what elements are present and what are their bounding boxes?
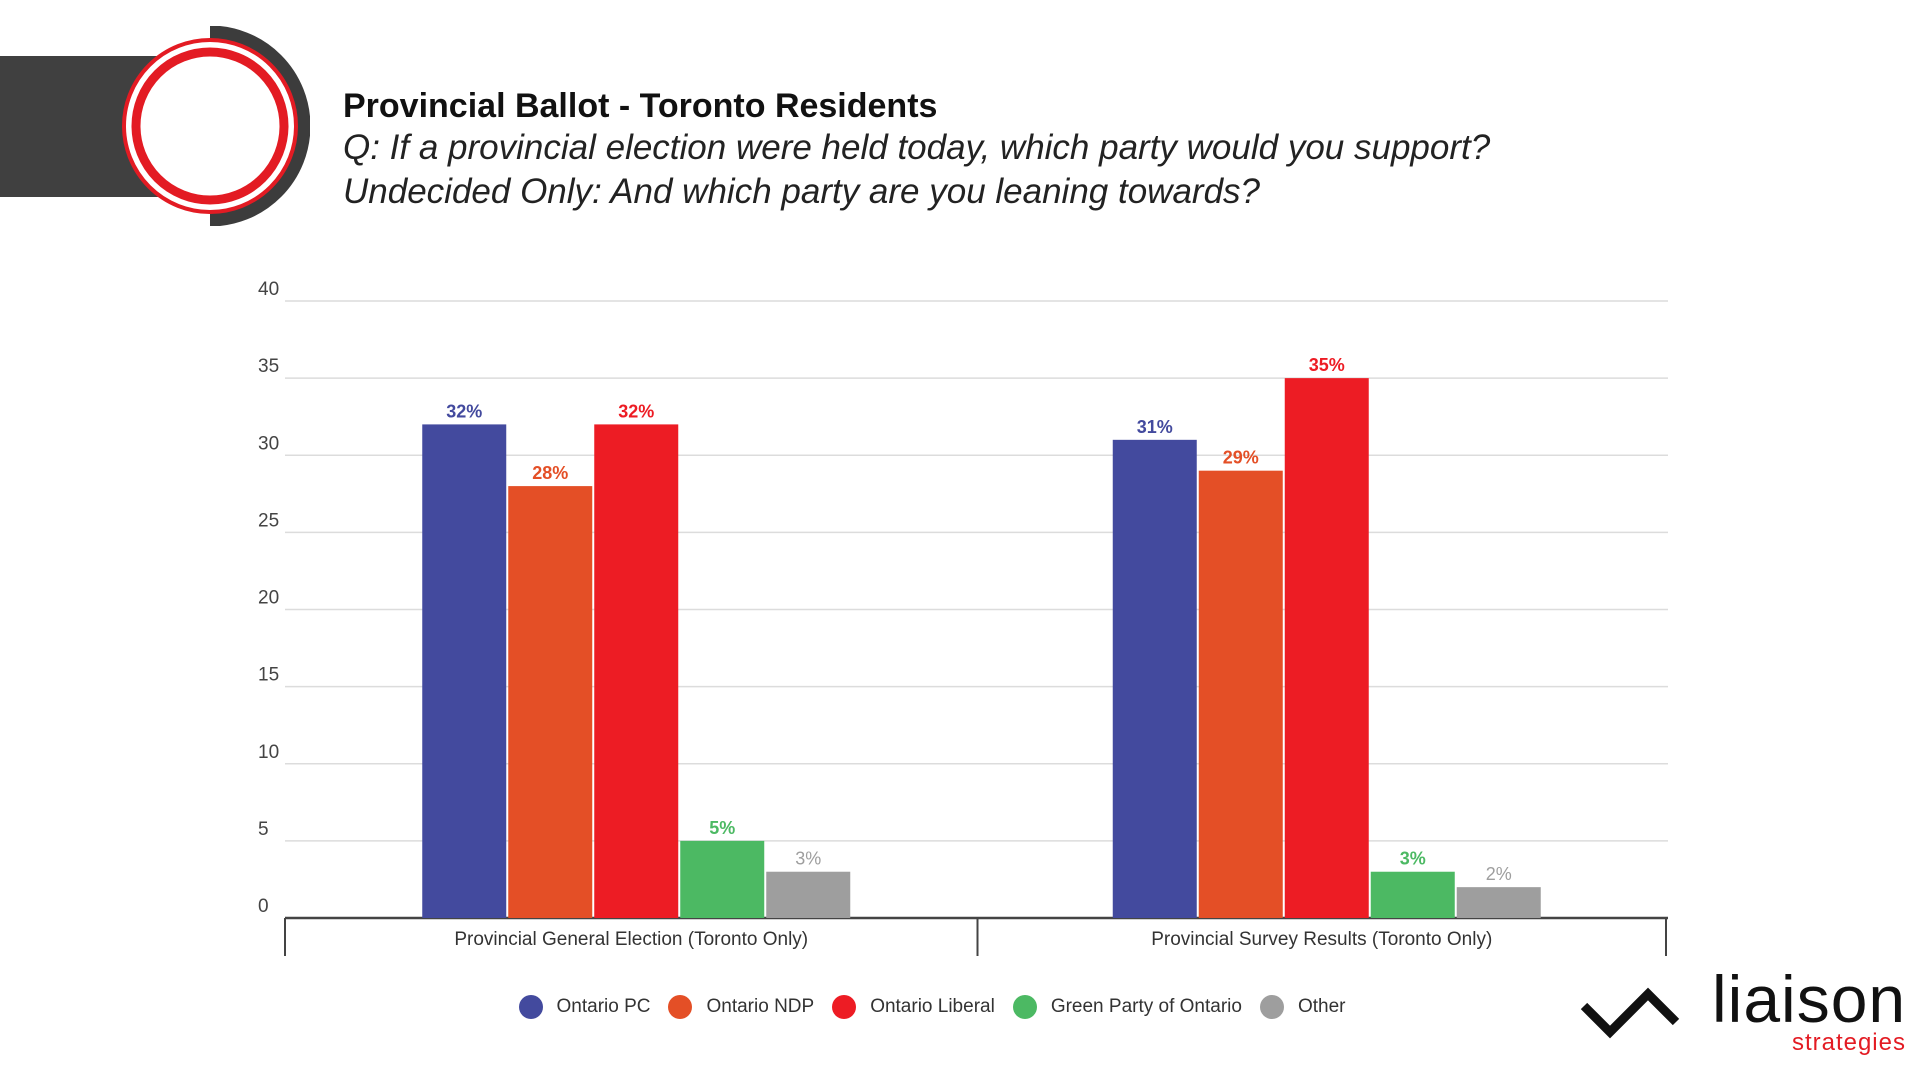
legend-item: Ontario NDP: [668, 995, 814, 1019]
data-label: 2%: [1486, 864, 1512, 884]
question-text: Q: If a provincial election were held to…: [343, 128, 1491, 167]
brand-logo: liaison strategies: [1580, 964, 1910, 1060]
bar: [508, 486, 593, 918]
y-tick-label: 35: [258, 356, 279, 377]
brand-chevron-icon: [1580, 987, 1680, 1039]
y-tick-label: 40: [258, 279, 279, 300]
x-category-label: Provincial Survey Results (Toronto Only): [1151, 929, 1492, 950]
legend-item: Green Party of Ontario: [1012, 995, 1242, 1019]
data-label: 5%: [709, 818, 735, 838]
bar: [680, 840, 765, 918]
legend-label: Ontario Liberal: [870, 996, 995, 1017]
data-label: 35%: [1309, 355, 1345, 375]
data-label: 3%: [1400, 849, 1426, 869]
x-category-label: Provincial General Election (Toronto Onl…: [454, 929, 808, 950]
header: Provincial Ballot - Toronto Residents Q:…: [343, 86, 1490, 214]
bar: [422, 424, 507, 918]
y-tick-label: 0: [258, 896, 269, 917]
legend-swatch: [518, 995, 543, 1019]
legend-label: Ontario NDP: [706, 996, 815, 1017]
legend-swatch: [1259, 995, 1284, 1019]
bar: [594, 424, 679, 918]
y-tick-label: 25: [258, 510, 279, 531]
bar: [766, 871, 851, 918]
brand-name: liaison: [1712, 962, 1907, 1036]
data-label: 32%: [618, 401, 654, 421]
data-label: 3%: [795, 849, 821, 869]
legend-label: Other: [1297, 996, 1346, 1017]
bar: [1456, 887, 1541, 918]
y-tick-label: 5: [258, 819, 269, 840]
bar: [1284, 378, 1369, 918]
y-tick-label: 15: [258, 665, 279, 686]
legend-swatch: [832, 995, 857, 1019]
undecided-text: Undecided Only: And which party are you …: [343, 172, 1261, 211]
brand-subtitle: strategies: [1791, 1029, 1906, 1056]
legend-swatch: [668, 995, 693, 1019]
legend-label: Ontario PC: [556, 996, 651, 1017]
legend-swatch: [1012, 995, 1037, 1019]
data-label: 29%: [1223, 448, 1259, 468]
y-tick-label: 10: [258, 742, 279, 763]
chart-legend: Ontario PC Ontario NDP Ontario Liberal Gree…: [0, 995, 1892, 1019]
y-tick-label: 20: [258, 588, 279, 609]
legend-label: Green Party of Ontario: [1050, 996, 1242, 1017]
bar: [1198, 470, 1283, 918]
data-label: 31%: [1137, 417, 1173, 437]
bar: [1112, 439, 1197, 918]
legend-item: Ontario PC: [518, 995, 651, 1019]
data-label: 28%: [532, 463, 568, 483]
y-tick-label: 30: [258, 433, 279, 454]
chart-title: Provincial Ballot - Toronto Residents: [343, 87, 938, 125]
ring-logo-icon: [122, 26, 310, 226]
legend-item: Other: [1259, 995, 1346, 1019]
bar: [1370, 871, 1455, 918]
data-label: 32%: [446, 401, 482, 421]
legend-item: Ontario Liberal: [832, 995, 995, 1019]
